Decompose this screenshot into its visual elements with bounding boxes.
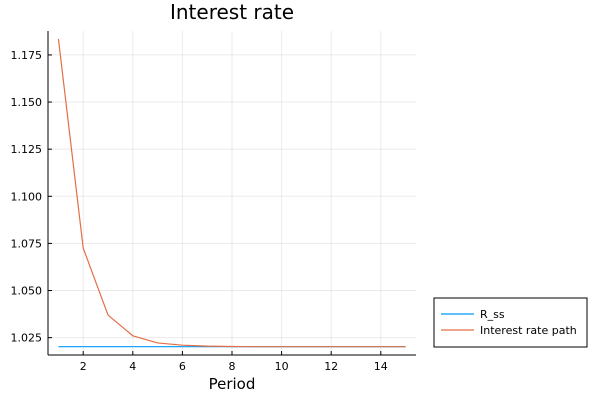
x-tick-label: 8: [229, 360, 236, 373]
x-tick-label: 12: [324, 360, 338, 373]
legend-label-r-ss: R_ss: [480, 308, 505, 321]
x-tick-label: 14: [374, 360, 388, 373]
y-tick-label: 1.125: [11, 143, 43, 156]
y-tick-label: 1.075: [11, 237, 43, 250]
tick-labels: 2 4 6 8 10 12 14 1.025 1.050 1.075 1.100 1.125 1.150…: [11, 49, 388, 373]
x-axis-label: Period: [209, 375, 256, 393]
legend: R_ss Interest rate path: [433, 297, 588, 348]
y-tick-label: 1.150: [11, 96, 43, 109]
legend-label-interest-rate-path: Interest rate path: [480, 324, 577, 337]
series-line-interest-rate-path: [57, 38, 406, 348]
x-tick-label: 2: [80, 360, 87, 373]
chart-title: Interest rate: [170, 0, 294, 24]
y-tick-label: 1.175: [11, 49, 43, 62]
x-tick-label: 10: [275, 360, 289, 373]
x-tick-label: 4: [129, 360, 136, 373]
y-tick-label: 1.025: [11, 332, 43, 345]
grid: [48, 31, 416, 355]
y-tick-label: 1.050: [11, 285, 43, 298]
y-tick-label: 1.100: [11, 190, 43, 203]
legend-box: [433, 297, 588, 348]
series: [57, 38, 406, 348]
x-tick-label: 6: [179, 360, 186, 373]
